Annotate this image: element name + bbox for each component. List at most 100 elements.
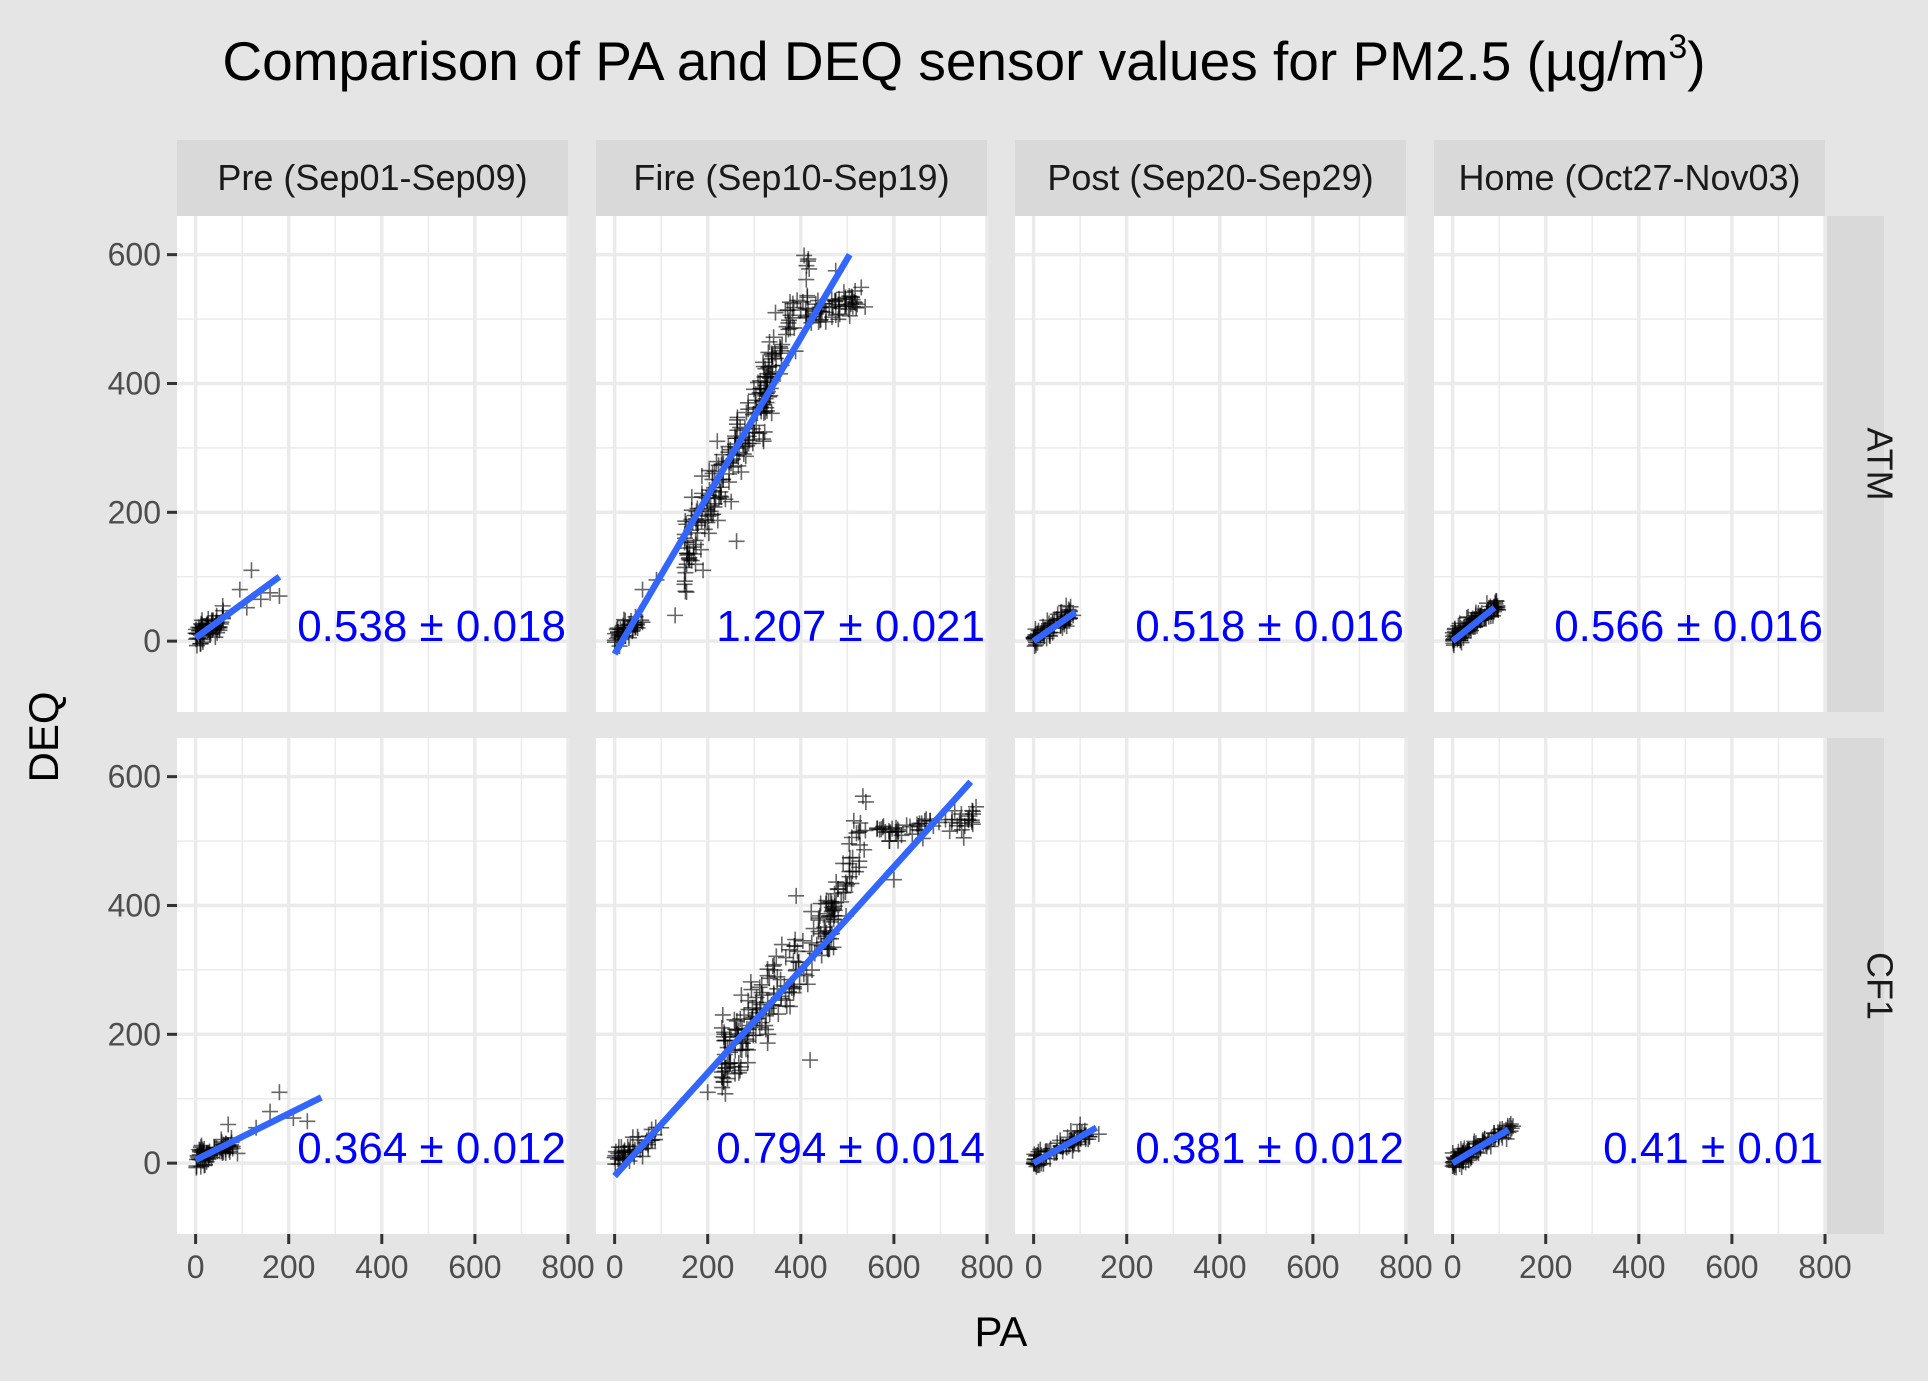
data-point (759, 967, 776, 984)
facet-panel: 0.381 ± 0.012 (1015, 738, 1408, 1234)
data-point (845, 812, 862, 829)
data-point (713, 1019, 730, 1036)
data-point (299, 1113, 316, 1130)
data-point (774, 336, 791, 353)
data-point (262, 1103, 279, 1120)
slope-label: 0.566 ± 0.016 (1554, 602, 1823, 651)
fit-line (194, 1094, 323, 1163)
data-point (800, 301, 817, 318)
data-point (768, 350, 785, 367)
row-strip (1827, 216, 1884, 712)
data-point (830, 311, 847, 328)
slope-label: 0.518 ± 0.016 (1135, 602, 1404, 651)
data-point (955, 829, 972, 846)
data-point (738, 404, 755, 421)
data-point (841, 835, 858, 852)
data-point (777, 949, 794, 966)
x-tick-label: 400 (355, 1249, 408, 1285)
data-point (229, 1145, 246, 1162)
data-point (742, 973, 759, 990)
x-tick-label: 400 (1193, 1249, 1246, 1285)
data-point (918, 811, 935, 828)
data-point (220, 1116, 237, 1133)
data-point (1072, 1116, 1089, 1133)
data-point (1053, 604, 1070, 621)
y-tick-label: 600 (108, 759, 161, 795)
data-point (766, 956, 783, 973)
fit-line (611, 253, 853, 656)
data-point (798, 257, 815, 274)
data-point (844, 291, 861, 308)
data-point (695, 562, 712, 579)
data-point (953, 821, 970, 838)
facet-panel: 0.794 ± 0.014 (596, 738, 989, 1234)
data-point (1502, 1116, 1519, 1133)
data-point (746, 424, 763, 441)
x-tick-label: 800 (960, 1249, 1013, 1285)
data-point (1090, 1126, 1107, 1143)
data-point (800, 251, 817, 268)
data-point (812, 895, 829, 912)
data-point (963, 814, 980, 831)
data-point (777, 992, 794, 1009)
data-point (754, 987, 771, 1004)
data-point (687, 536, 704, 553)
data-point (683, 552, 700, 569)
data-point (271, 1084, 288, 1101)
data-point (801, 260, 818, 277)
data-point (833, 893, 850, 910)
data-point (835, 284, 852, 301)
y-tick-label: 0 (143, 623, 161, 659)
data-point (634, 614, 651, 631)
data-point (797, 300, 814, 317)
x-tick-label: 600 (867, 1249, 920, 1285)
data-point (678, 584, 695, 601)
data-point (764, 958, 781, 975)
data-point (822, 907, 839, 924)
facet-panel: 0.41 ± 0.01 (1434, 738, 1827, 1234)
data-point (706, 499, 723, 516)
data-point (613, 1139, 630, 1156)
data-point (748, 994, 765, 1011)
data-point (714, 1006, 731, 1023)
row-strip-label: CF1 (1860, 952, 1901, 1020)
data-point (708, 453, 725, 470)
y-tick-label: 400 (108, 365, 161, 401)
data-point (854, 788, 871, 805)
x-tick-label: 0 (1444, 1249, 1462, 1285)
x-tick-label: 600 (448, 1249, 501, 1285)
data-point (817, 922, 834, 939)
chart-title-main: Comparison of PA and DEQ sensor values f… (222, 30, 1668, 92)
data-point (271, 588, 288, 605)
slope-label: 0.538 ± 0.018 (297, 602, 566, 651)
data-point (1062, 1122, 1079, 1139)
data-point (751, 979, 768, 996)
x-tick-label: 0 (1025, 1249, 1043, 1285)
data-point (767, 304, 784, 321)
x-tick-label: 400 (1612, 1249, 1665, 1285)
x-tick-label: 200 (1519, 1249, 1572, 1285)
data-point (714, 1069, 731, 1086)
x-tick-label: 600 (1705, 1249, 1758, 1285)
x-tick-label: 200 (1100, 1249, 1153, 1285)
y-tick-label: 200 (108, 1016, 161, 1052)
y-tick-label: 400 (108, 887, 161, 923)
data-point (777, 302, 794, 319)
x-tick-label: 200 (681, 1249, 734, 1285)
data-point (717, 1085, 734, 1102)
data-point (946, 802, 963, 819)
data-point (798, 967, 815, 984)
slope-label: 0.41 ± 0.01 (1603, 1124, 1823, 1173)
x-tick-label: 0 (187, 1249, 205, 1285)
data-point (853, 279, 870, 296)
fit-line (1450, 605, 1497, 644)
data-point (726, 1011, 743, 1028)
data-point (848, 825, 865, 842)
data-point (757, 360, 774, 377)
data-point (911, 815, 928, 832)
data-point (726, 1058, 743, 1075)
data-point (837, 874, 854, 891)
data-point (717, 491, 734, 508)
column-strip-label: Pre (Sep01-Sep09) (217, 157, 527, 198)
